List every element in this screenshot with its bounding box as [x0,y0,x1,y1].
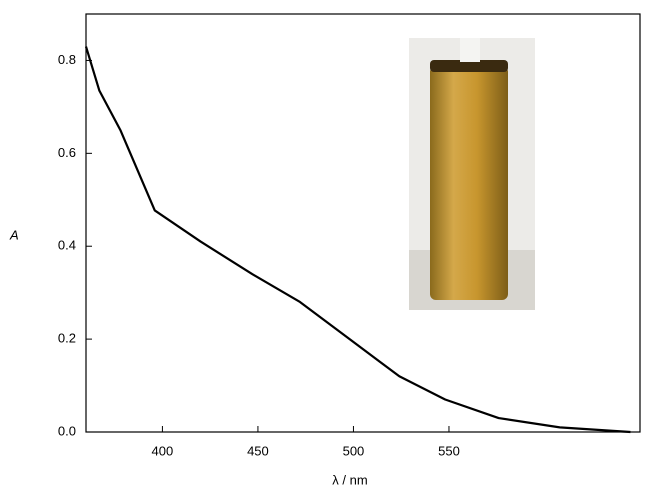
y-tick-label: 0.6 [58,145,76,160]
y-tick-label: 0.0 [58,423,76,438]
x-tick-label: 400 [152,443,174,458]
y-axis-label: A [9,227,19,242]
x-tick-label: 450 [247,443,269,458]
y-tick-label: 0.4 [58,238,76,253]
inset-photo [409,38,535,310]
data-line [84,46,631,434]
y-tick-label: 0.2 [58,331,76,346]
plot-frame [85,13,641,433]
x-tick-label: 550 [438,443,460,458]
y-tick-label: 0.8 [58,52,76,67]
x-axis-label: λ / nm [332,472,367,487]
x-tick-label: 500 [343,443,365,458]
